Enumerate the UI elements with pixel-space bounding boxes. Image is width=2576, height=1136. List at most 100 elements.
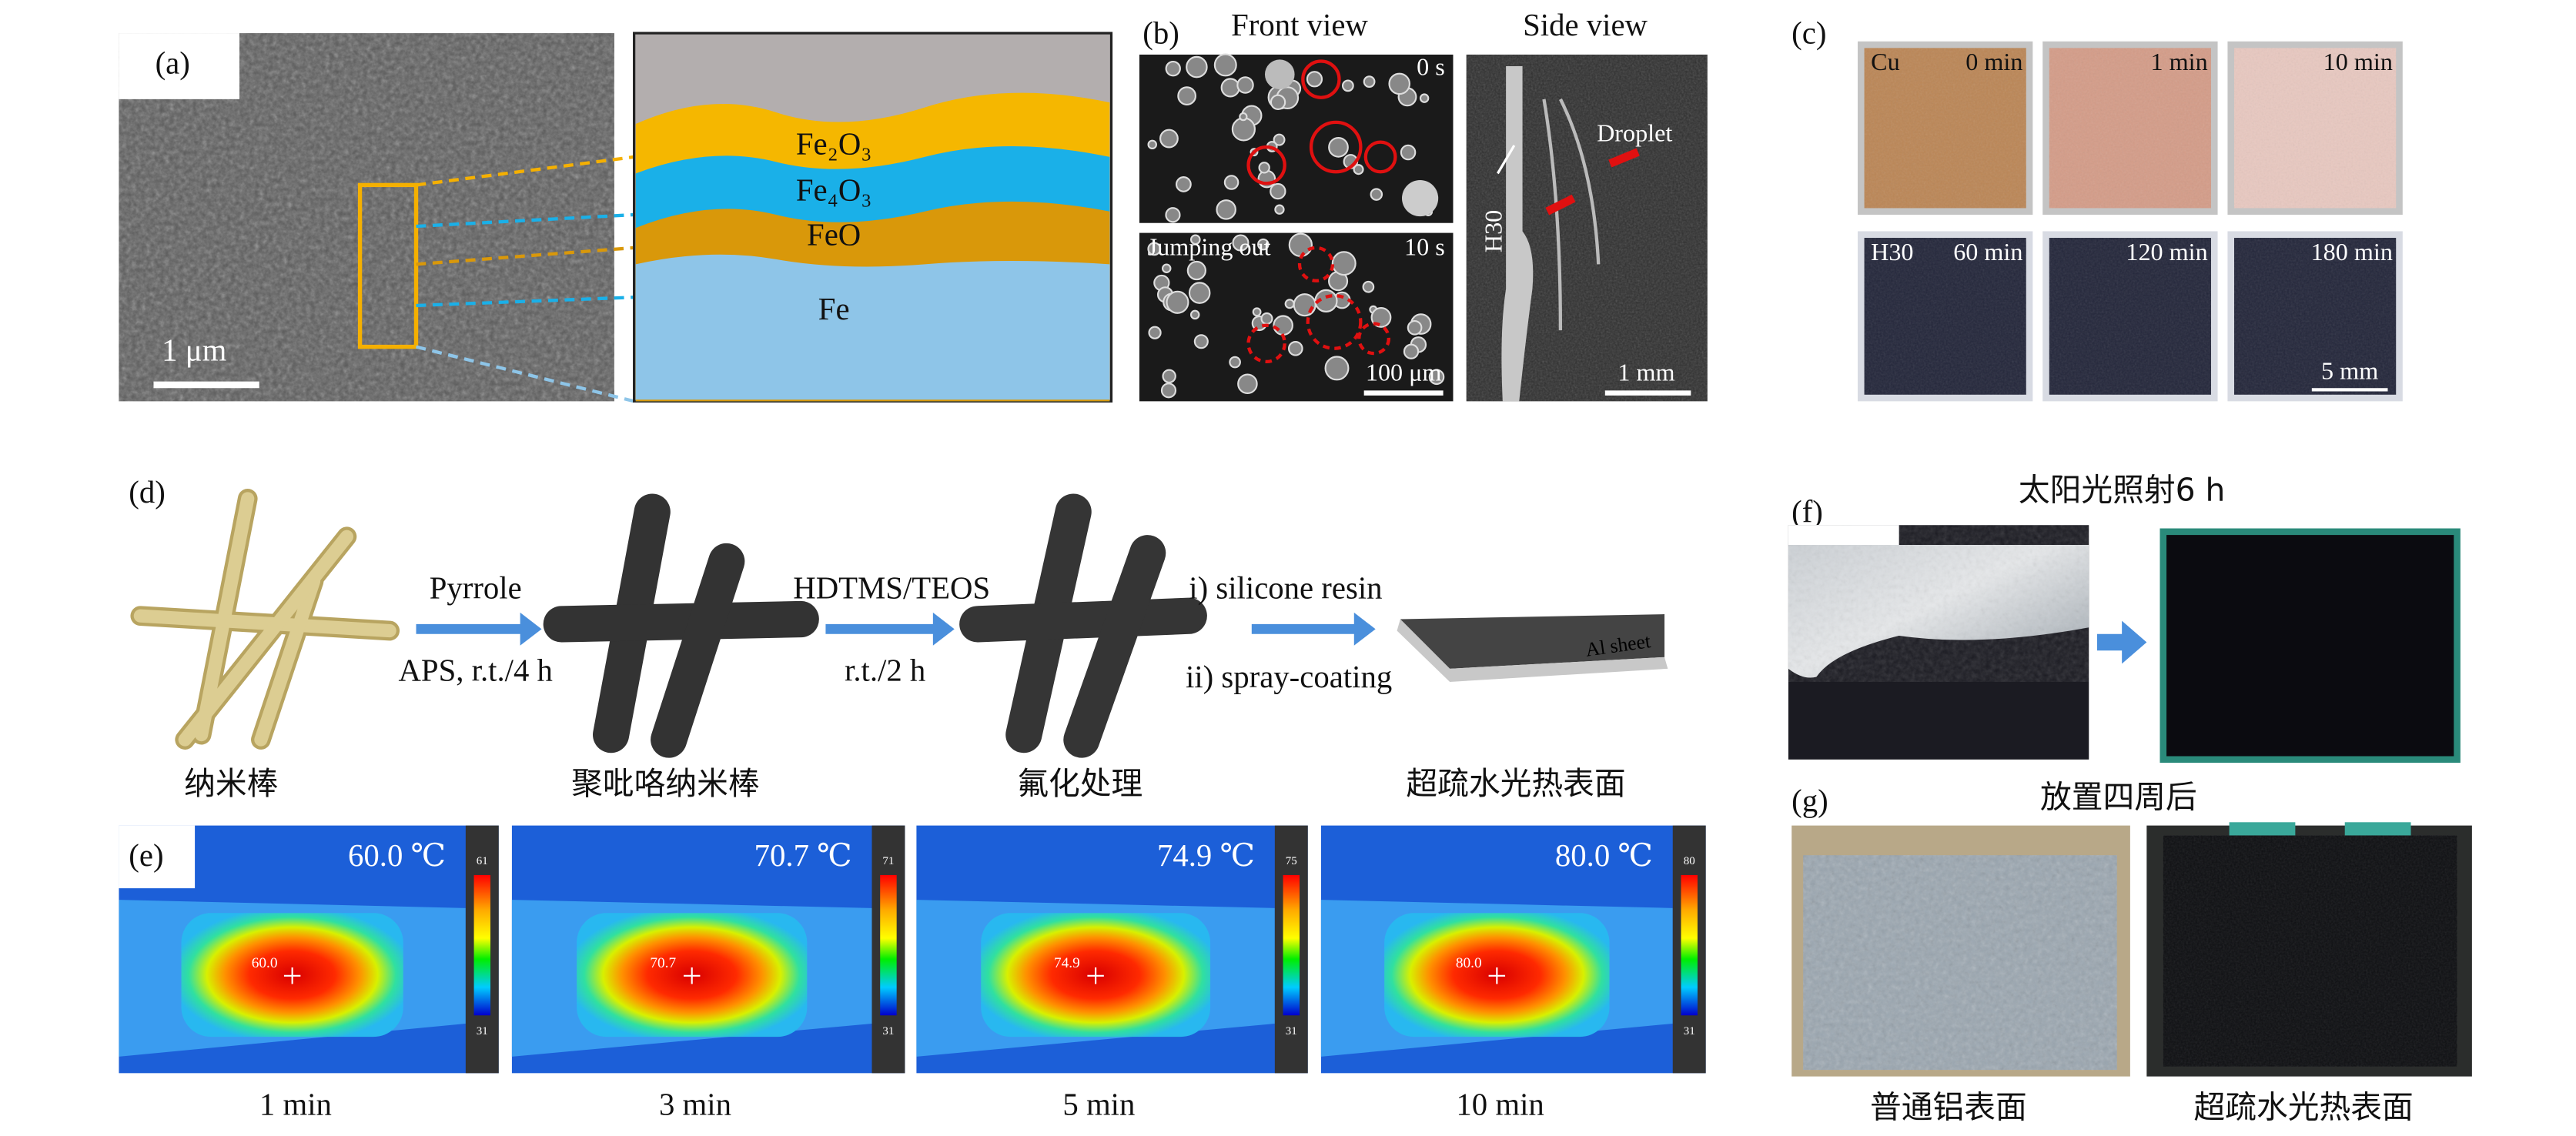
colorbar-max: 75 [1286,855,1297,867]
sample-texture [1864,238,2026,395]
label-backdrop [119,33,240,99]
annotation: Droplet [1597,119,1672,146]
droplet [1189,309,1200,320]
droplets [1147,53,1445,399]
step-label: HDTMS/TEOS [793,570,990,605]
panel-label: (g) [1791,784,1828,818]
ice-texture [1788,525,2089,682]
stage-label: 氟化处理 [1017,765,1142,802]
layer-label: Fe₂O₃ [796,126,872,161]
droplet [1252,307,1262,317]
highlight-circles [1246,59,1397,185]
ppy-nanorods [543,493,819,758]
droplet [1223,175,1239,190]
droplet [1274,204,1285,215]
droplet [1232,234,1250,252]
droplet [1216,199,1236,220]
thermal-images: 60.0 61 31 60.0 ℃ 1 min 70.7 71 31 70.7 ℃ 3 min 74… [119,825,1706,1122]
step-label: ii) spray-coating [1186,660,1392,694]
droplet [1147,139,1157,150]
zoom-box [357,182,419,349]
stage-label: 纳米棒 [184,765,278,802]
droplet [1293,293,1316,317]
sample-label: Cu [1871,48,1900,75]
process-arrows [416,612,1376,646]
sample-grid: 0 min 1 min 10 min Cu 60 min 120 min 180 min H3… [1857,41,2403,402]
colorbar-min: 31 [882,1025,894,1037]
sample-texture [2234,48,2397,209]
time-label: 0 s [1417,53,1445,81]
sample-texture [2049,48,2211,209]
crosshair [683,967,701,984]
sample-texture [1864,48,2026,209]
crosshair [1488,967,1506,984]
droplet [1363,75,1376,89]
droplet [1407,319,1423,336]
panel-label: (a) [156,45,190,80]
droplet [1160,383,1177,399]
scale-label: 1 μm [162,333,226,368]
colorbar [1681,874,1698,1016]
arrow [1497,145,1516,175]
label-backdrop [119,825,196,889]
coating [1400,614,1665,669]
time-label: 180 min [2311,238,2393,266]
scale-label: 100 μm [1366,358,1442,386]
droplet [1284,299,1295,309]
fluorinated-nanorods [959,493,1207,758]
heading: Front view [1231,8,1368,42]
droplet [1231,117,1256,142]
colorbar [880,874,897,1016]
temperature: 80.0 ℃ [1555,838,1653,873]
colorbar-min: 31 [477,1025,488,1037]
droplet [1270,182,1286,200]
colorbar [1283,874,1300,1016]
droplet [1328,136,1349,158]
colorbar-max: 80 [1684,855,1695,867]
droplet [1401,179,1439,217]
coating-texture [2163,835,2457,1067]
nanorods [133,492,396,747]
droplet [1353,164,1364,175]
time-label: 0 min [1965,48,2022,75]
layer-label: FeO [807,217,861,252]
time-label: 60 min [1953,238,2022,266]
droplet [1388,72,1410,95]
time-label: 5 min [1062,1088,1135,1122]
layer-label: Fe [818,292,850,326]
caption: 普通铝表面 [1870,1089,2027,1126]
droplet [1260,312,1273,326]
time-label: 120 min [2126,238,2207,266]
crosshair [1087,967,1104,984]
sample-texture [2234,238,2397,395]
droplet [1273,133,1286,146]
sample-texture [2049,238,2211,395]
droplet [1341,79,1354,92]
droplet [1324,356,1350,381]
layer-label: Fe₄O₃ [796,172,872,207]
time-label: 10 min [2323,48,2393,75]
time-label: 1 min [2151,48,2208,75]
droplet [1189,234,1201,246]
colorbar [473,874,491,1016]
frost-texture [1803,855,2117,1071]
droplet [1306,71,1323,88]
droplet [1175,176,1192,192]
droplet [1165,207,1181,223]
droplet [1193,334,1209,349]
droplet [1419,93,1430,103]
spot-label: 60.0 [252,955,278,971]
droplet [1220,78,1240,98]
sample-label: H30 [1480,210,1507,252]
temperature: 60.0 ℃ [348,838,446,873]
wire [1501,65,1534,402]
caption: Jumping out [1148,232,1271,260]
stage-label: 超疏水光热表面 [1406,765,1625,802]
scale-label: 5 mm [2321,356,2378,384]
sample-label: H30 [1871,238,1913,266]
panel-label: (b) [1142,16,1179,51]
panel-title: 太阳光照射6 h [2019,471,2225,508]
time-label: 1 min [259,1088,332,1122]
droplet [1270,94,1286,110]
droplet [1165,60,1181,77]
